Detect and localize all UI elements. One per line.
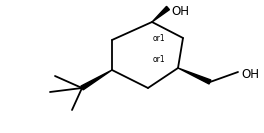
Polygon shape (152, 6, 169, 22)
Text: OH: OH (241, 68, 259, 81)
Polygon shape (81, 70, 112, 90)
Text: or1: or1 (153, 55, 166, 64)
Text: OH: OH (171, 5, 189, 18)
Polygon shape (178, 68, 211, 84)
Text: or1: or1 (153, 34, 166, 43)
